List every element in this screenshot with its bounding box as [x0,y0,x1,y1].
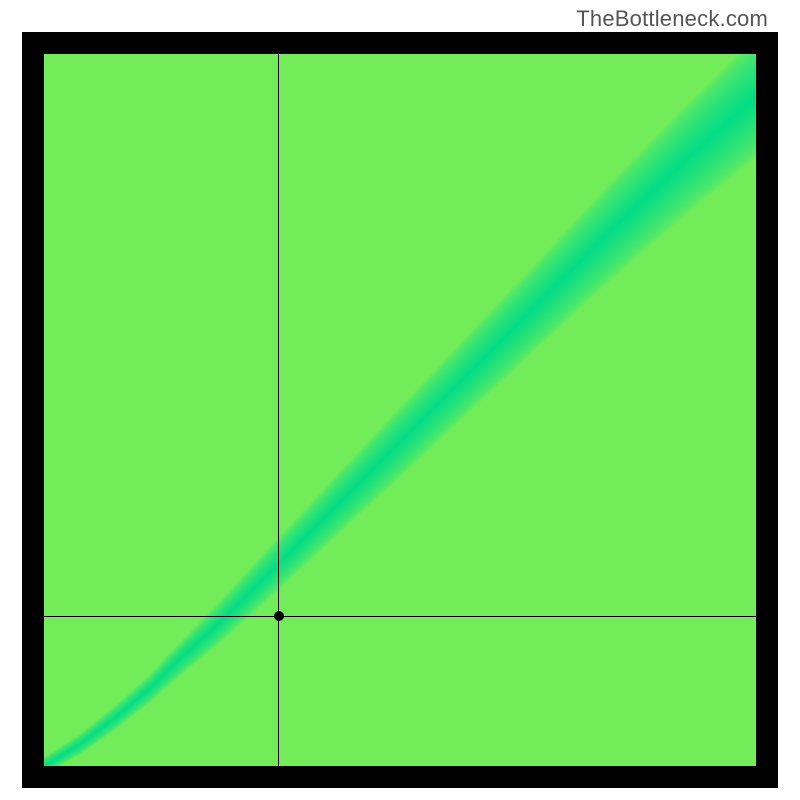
heatmap-canvas [44,54,756,766]
watermark-text: TheBottleneck.com [576,6,768,32]
crosshair-dot [274,611,284,621]
crosshair-vertical [278,54,279,766]
crosshair-horizontal [44,616,756,617]
chart-container: TheBottleneck.com [0,0,800,800]
